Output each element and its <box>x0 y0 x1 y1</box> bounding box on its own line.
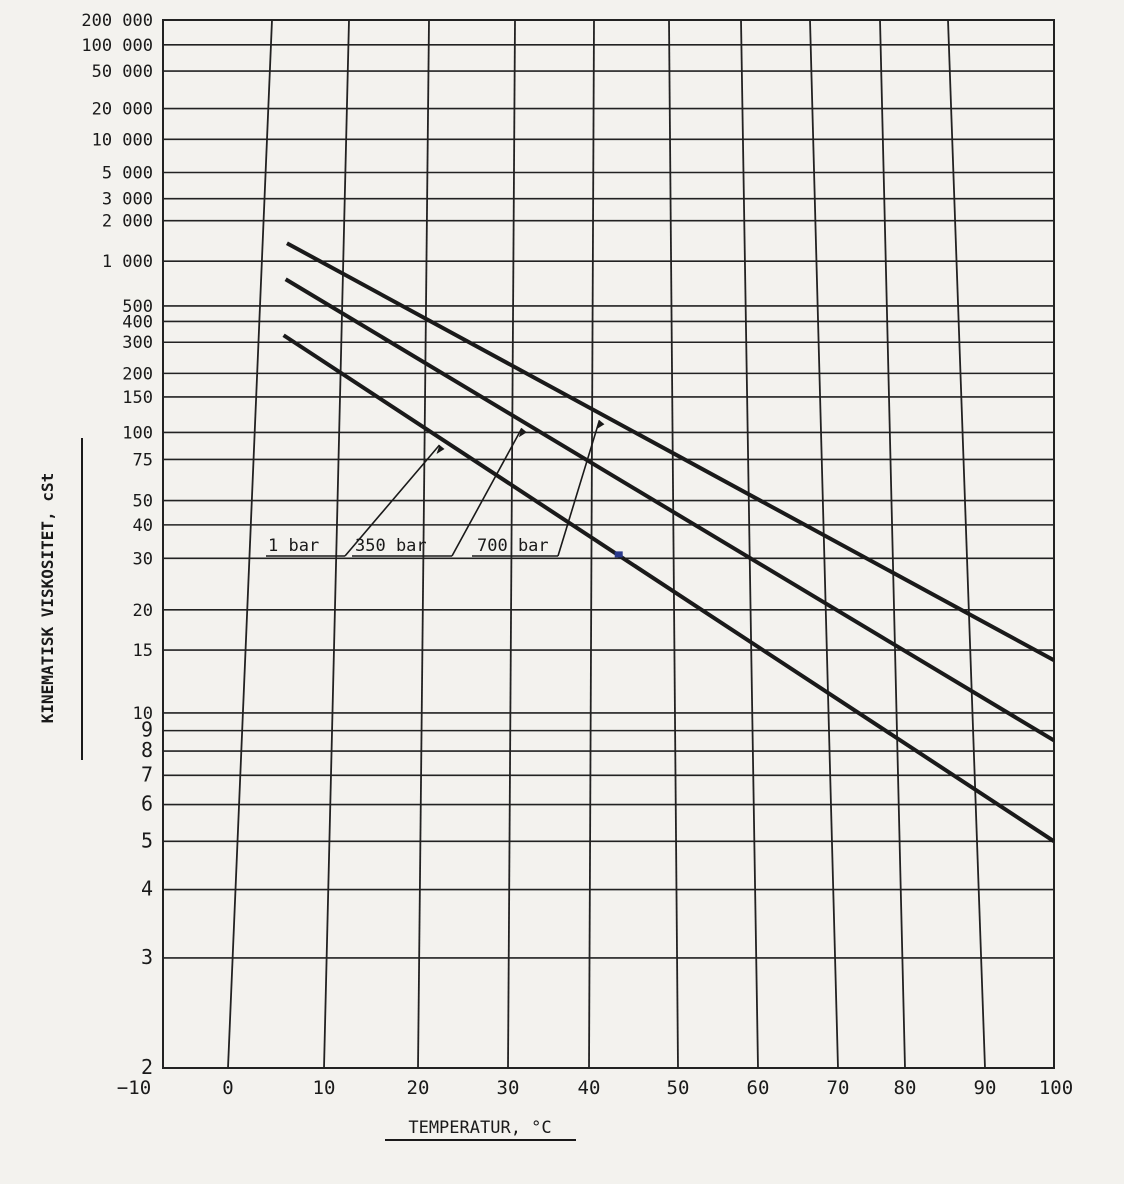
y-tick-label-16: 150 <box>122 388 153 408</box>
x-tick-labels: −10 0 10 20 30 40 50 60 70 80 90 100 <box>117 1077 1073 1099</box>
y-tick-label-22: 2 000 <box>102 212 153 232</box>
annotation-arrowhead-2 <box>596 420 605 430</box>
v-gridline-9 <box>879 19 906 1069</box>
v-gridline-6 <box>668 19 679 1069</box>
y-tick-label-5: 7 <box>141 762 153 786</box>
x-tick-label-4: 30 <box>497 1077 520 1099</box>
annotations: 1 bar 350 bar 700 bar <box>266 419 605 557</box>
y-tick-label-6: 8 <box>141 738 153 762</box>
y-tick-label-20: 500 <box>122 297 153 317</box>
y-tick-label-18: 300 <box>122 333 153 353</box>
x-tick-label-9: 80 <box>894 1077 917 1099</box>
y-tick-label-14: 75 <box>133 450 153 470</box>
v-gridline-5 <box>588 19 595 1069</box>
y-tick-label-25: 10 000 <box>92 130 153 150</box>
data-point-marker <box>614 551 623 558</box>
y-tick-label-10: 20 <box>133 601 153 621</box>
v-gridline-4 <box>507 19 516 1069</box>
y-tick-label-12: 40 <box>133 516 153 536</box>
grid <box>162 19 1055 1069</box>
plot-frame <box>162 19 1055 1069</box>
v-gridline-2 <box>323 19 350 1069</box>
y-tick-label-2: 4 <box>141 877 153 901</box>
y-tick-label-13: 50 <box>133 492 153 512</box>
v-gridline-10 <box>947 19 986 1069</box>
y-tick-label-11: 30 <box>133 549 153 569</box>
y-tick-label-7: 9 <box>141 718 153 742</box>
y-tick-label-4: 6 <box>141 792 153 816</box>
x-tick-label-8: 70 <box>827 1077 850 1099</box>
y-axis-label: KINEMATISK VISKOSITET, cSt <box>38 473 57 723</box>
v-gridline-7 <box>740 19 759 1069</box>
annotation-arrowhead-0 <box>436 444 445 454</box>
x-tick-label-1: 0 <box>222 1077 233 1099</box>
x-tick-label-3: 20 <box>407 1077 430 1099</box>
x-tick-label-11: 100 <box>1039 1077 1073 1099</box>
y-tick-label-8: 10 <box>133 704 153 724</box>
x-axis-label: TEMPERATUR, °C <box>408 1118 551 1138</box>
x-tick-label-2: 10 <box>313 1077 336 1099</box>
annotation-label-2: 700 bar <box>477 536 549 556</box>
x-tick-label-6: 50 <box>667 1077 690 1099</box>
x-tick-label-5: 40 <box>578 1077 601 1099</box>
y-tick-label-1: 3 <box>141 945 153 969</box>
y-tick-label-21: 1 000 <box>102 252 153 272</box>
y-tick-label-29: 200 000 <box>81 11 153 31</box>
y-tick-label-27: 50 000 <box>92 62 153 82</box>
v-gridline-1 <box>227 19 273 1069</box>
y-tick-label-28: 100 000 <box>81 36 153 56</box>
y-tick-label-3: 5 <box>141 828 153 852</box>
x-tick-label-7: 60 <box>747 1077 770 1099</box>
y-tick-label-0: 2 <box>141 1055 153 1079</box>
annotation-leader-1 <box>451 427 523 557</box>
x-tick-label-0: −10 <box>117 1077 151 1099</box>
annotation-label-0: 1 bar <box>268 536 319 556</box>
annotation-leader-2 <box>557 419 601 557</box>
annotation-leader-0 <box>344 444 441 557</box>
annotation-arrowhead-1 <box>518 428 527 438</box>
v-gridline-3 <box>417 19 430 1069</box>
y-tick-label-17: 200 <box>122 364 153 384</box>
series-lines <box>282 241 1056 843</box>
y-tick-label-19: 400 <box>122 312 153 332</box>
y-tick-label-26: 20 000 <box>92 100 153 120</box>
y-tick-label-9: 15 <box>133 641 153 661</box>
series-line-1-bar <box>282 333 1056 843</box>
series-line-700-bar <box>285 241 1055 663</box>
annotation-label-1: 350 bar <box>355 536 427 556</box>
series-line-350-bar <box>284 277 1056 743</box>
v-gridline-8 <box>809 19 839 1069</box>
x-tick-label-10: 90 <box>974 1077 997 1099</box>
y-tick-label-23: 3 000 <box>102 190 153 210</box>
y-tick-label-24: 5 000 <box>102 164 153 184</box>
axis-titles: KINEMATISK VISKOSITET, cSt TEMPERATUR, °… <box>38 438 576 1141</box>
y-tick-label-15: 100 <box>122 423 153 443</box>
